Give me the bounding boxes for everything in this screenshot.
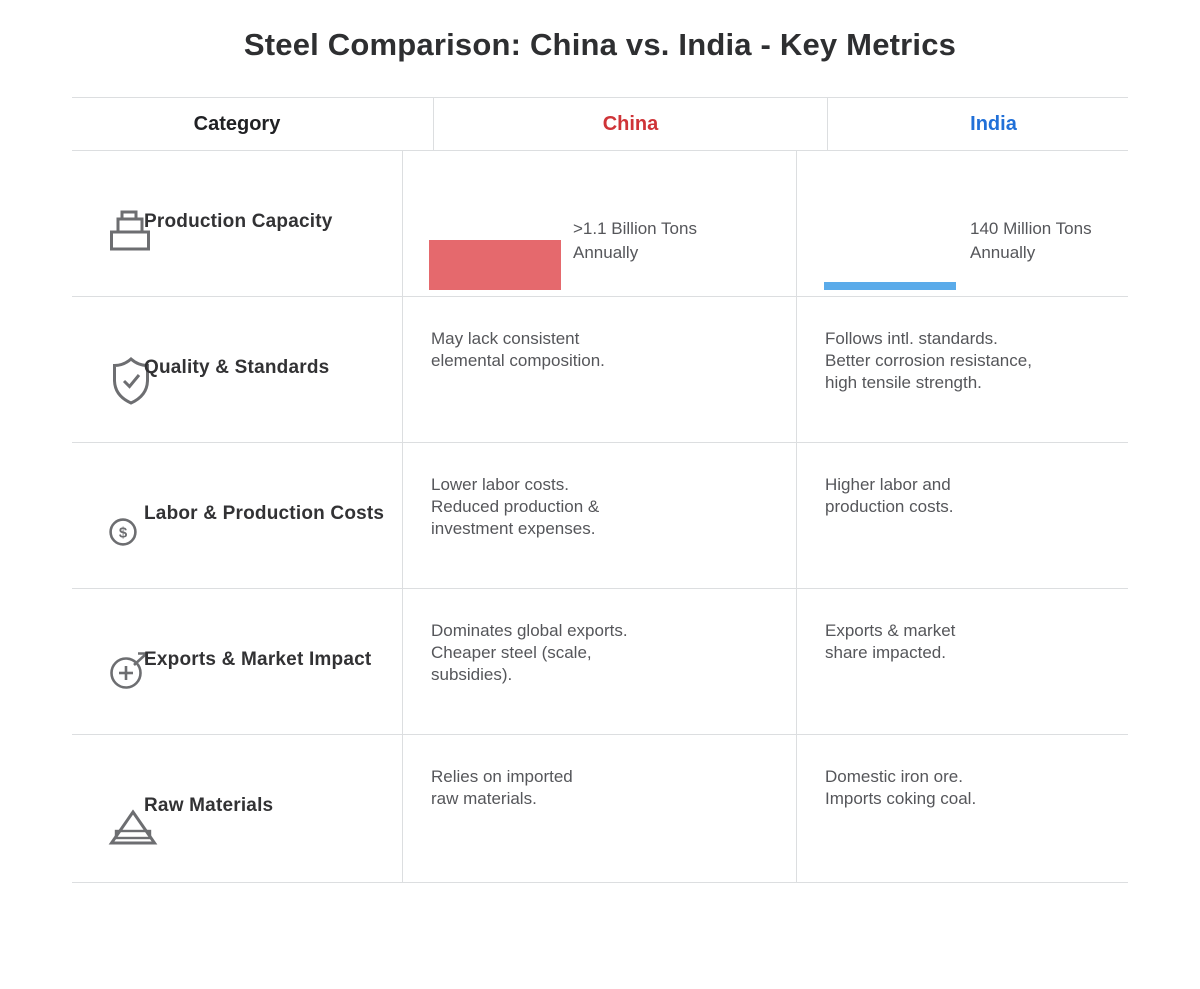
- india-capacity-cell: 140 Million Tons Annually: [797, 151, 1128, 296]
- table-row-quality-standards: Quality & Standards May lack consistent …: [72, 297, 1128, 443]
- category-label: Labor & Production Costs: [144, 503, 385, 524]
- header-india: India: [970, 112, 1017, 135]
- page-title: Steel Comparison: China vs. India - Key …: [243, 27, 957, 62]
- india-cell: Follows intl. standards. Better corrosio…: [825, 329, 1032, 392]
- dollar-circle-icon: $: [108, 517, 138, 547]
- china-capacity-cell: >1.1 Billion Tons Annually: [402, 151, 797, 296]
- factory-icon: [108, 205, 152, 251]
- category-cell: $ Labor & Production Costs: [72, 443, 402, 588]
- header-china: China: [433, 98, 828, 150]
- category-label: Raw Materials: [144, 795, 274, 816]
- category-cell: Quality & Standards: [72, 297, 402, 442]
- india-capacity-label: 140 Million Tons Annually: [970, 219, 1092, 262]
- india-cell: Exports & market share impacted.: [825, 621, 956, 662]
- china-cell: Lower labor costs. Reduced production & …: [402, 443, 797, 588]
- table-row-raw-materials: Raw Materials Relies on imported raw mat…: [72, 735, 1128, 883]
- china-capacity-bar: [429, 240, 561, 290]
- header-category: Category: [193, 112, 281, 135]
- category-label: Production Capacity: [144, 211, 333, 232]
- india-capacity-bar: [824, 282, 956, 290]
- india-cell: Domestic iron ore. Imports coking coal.: [825, 767, 977, 808]
- ore-triangle-icon: [108, 807, 158, 847]
- shield-check-icon: [108, 355, 154, 405]
- india-cell: Higher labor and production costs.: [825, 475, 954, 516]
- category-cell: Exports & Market Impact: [72, 589, 402, 734]
- china-cell: Relies on imported raw materials.: [402, 735, 797, 882]
- china-cell: Dominates global exports. Cheaper steel …: [402, 589, 797, 734]
- category-cell: Production Capacity: [72, 151, 402, 296]
- table-row-production-capacity: Production Capacity >1.1 Billion Tons An…: [72, 151, 1128, 297]
- comparison-table: Category China India Production Capacity…: [72, 97, 1128, 883]
- svg-text:$: $: [119, 525, 128, 542]
- export-arrow-icon: [108, 650, 150, 692]
- category-label: Quality & Standards: [144, 357, 330, 378]
- table-row-exports-impact: Exports & Market Impact Dominates global…: [72, 589, 1128, 735]
- table-header: Category China India: [72, 97, 1128, 151]
- china-cell: May lack consistent elemental compositio…: [402, 297, 797, 442]
- category-cell: Raw Materials: [72, 735, 402, 882]
- category-label: Exports & Market Impact: [144, 649, 372, 670]
- table-row-labor-costs: $ Labor & Production Costs Lower labor c…: [72, 443, 1128, 589]
- china-capacity-label: >1.1 Billion Tons Annually: [573, 219, 697, 262]
